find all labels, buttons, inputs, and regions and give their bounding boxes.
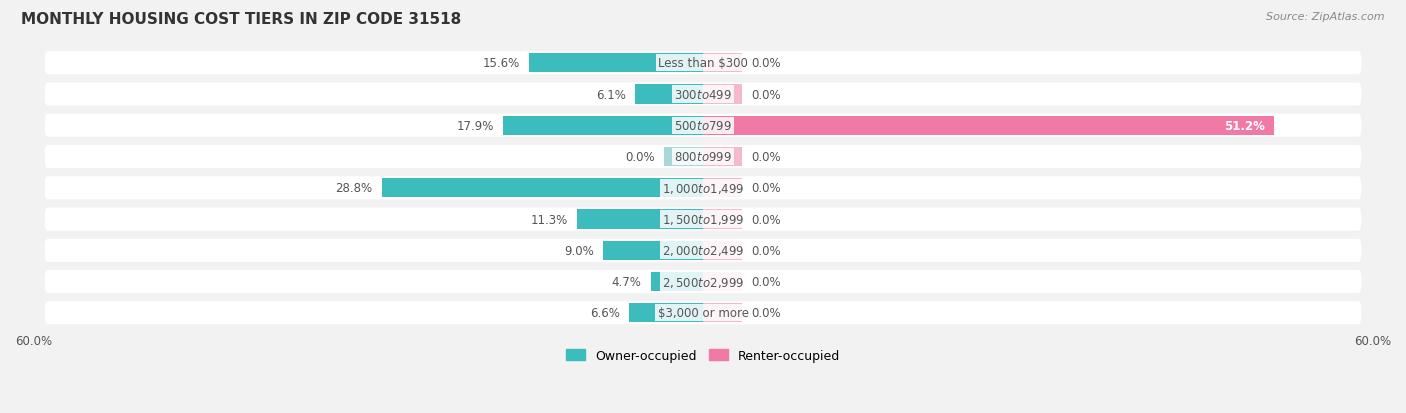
Bar [703, 147, 742, 167]
Bar [381, 179, 703, 198]
Text: $500 to $799: $500 to $799 [673, 119, 733, 133]
FancyBboxPatch shape [45, 83, 1361, 106]
Text: $800 to $999: $800 to $999 [673, 151, 733, 164]
Bar [703, 272, 742, 292]
Bar [703, 179, 742, 198]
FancyBboxPatch shape [45, 52, 1361, 75]
Bar [703, 54, 742, 73]
Text: 11.3%: 11.3% [530, 213, 568, 226]
Text: 28.8%: 28.8% [336, 182, 373, 195]
Bar [703, 85, 742, 104]
FancyBboxPatch shape [45, 301, 1361, 325]
Bar [636, 85, 703, 104]
Legend: Owner-occupied, Renter-occupied: Owner-occupied, Renter-occupied [561, 344, 845, 367]
Text: 0.0%: 0.0% [751, 306, 780, 320]
Text: 17.9%: 17.9% [457, 119, 495, 133]
Bar [703, 210, 742, 229]
Bar [651, 272, 703, 292]
FancyBboxPatch shape [45, 239, 1361, 262]
Text: 0.0%: 0.0% [751, 182, 780, 195]
Bar [664, 147, 703, 167]
Text: 4.7%: 4.7% [612, 275, 641, 288]
Text: 0.0%: 0.0% [751, 88, 780, 101]
Text: 0.0%: 0.0% [751, 275, 780, 288]
FancyBboxPatch shape [45, 270, 1361, 293]
Bar [630, 304, 703, 323]
Text: Source: ZipAtlas.com: Source: ZipAtlas.com [1267, 12, 1385, 22]
Text: $300 to $499: $300 to $499 [673, 88, 733, 101]
Text: 0.0%: 0.0% [751, 244, 780, 257]
FancyBboxPatch shape [45, 114, 1361, 138]
Text: 0.0%: 0.0% [751, 57, 780, 70]
Bar [576, 210, 703, 229]
Text: $2,500 to $2,999: $2,500 to $2,999 [662, 275, 744, 289]
Text: 6.1%: 6.1% [596, 88, 626, 101]
Text: 0.0%: 0.0% [626, 151, 655, 164]
Text: 0.0%: 0.0% [751, 151, 780, 164]
Bar [529, 54, 703, 73]
Text: MONTHLY HOUSING COST TIERS IN ZIP CODE 31518: MONTHLY HOUSING COST TIERS IN ZIP CODE 3… [21, 12, 461, 27]
Text: 6.6%: 6.6% [591, 306, 620, 320]
Text: $3,000 or more: $3,000 or more [658, 306, 748, 320]
Text: $1,500 to $1,999: $1,500 to $1,999 [662, 213, 744, 226]
Text: $1,000 to $1,499: $1,000 to $1,499 [662, 181, 744, 195]
Bar [703, 304, 742, 323]
Bar [503, 116, 703, 135]
Text: Less than $300: Less than $300 [658, 57, 748, 70]
Text: 9.0%: 9.0% [564, 244, 593, 257]
Text: 0.0%: 0.0% [751, 213, 780, 226]
FancyBboxPatch shape [45, 177, 1361, 200]
Bar [703, 116, 1274, 135]
Text: 51.2%: 51.2% [1225, 119, 1265, 133]
FancyBboxPatch shape [45, 146, 1361, 169]
FancyBboxPatch shape [45, 208, 1361, 231]
Text: $2,000 to $2,499: $2,000 to $2,499 [662, 244, 744, 258]
Text: 15.6%: 15.6% [482, 57, 520, 70]
Bar [703, 241, 742, 260]
Bar [603, 241, 703, 260]
